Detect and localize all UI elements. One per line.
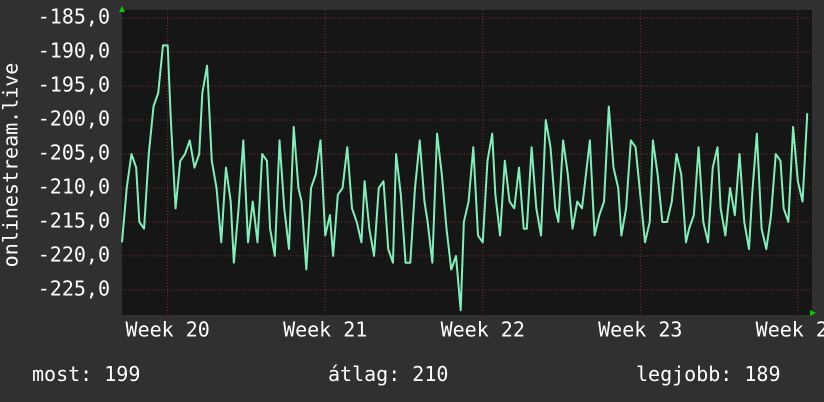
legend-entry: legjobb: 189 bbox=[636, 362, 781, 386]
x-tick-label: Week 20 bbox=[126, 318, 210, 342]
y-tick-label: -215,0 bbox=[38, 208, 110, 232]
legend-label: most: bbox=[32, 362, 92, 386]
x-tick-label: Week 24 bbox=[756, 318, 824, 342]
legend-entry: most: 199 bbox=[32, 362, 140, 386]
legend-value: 189 bbox=[744, 362, 780, 386]
x-arrow bbox=[810, 310, 816, 316]
y-axis-label: onlinestream.live bbox=[0, 63, 23, 268]
y-tick-label: -205,0 bbox=[38, 141, 110, 165]
data-line bbox=[121, 44, 809, 312]
x-tick-label: Week 22 bbox=[441, 318, 525, 342]
legend-label: átlag: bbox=[328, 362, 400, 386]
legend-value: 199 bbox=[104, 362, 140, 386]
y-tick-label: -210,0 bbox=[38, 174, 110, 198]
y-tick-label: -200,0 bbox=[38, 107, 110, 131]
y-tick-label: -220,0 bbox=[38, 242, 110, 266]
y-tick-label: -225,0 bbox=[38, 276, 110, 300]
plot-area bbox=[122, 10, 812, 315]
y-arrow bbox=[119, 6, 125, 12]
plot bbox=[121, 44, 809, 312]
x-tick-label: Week 23 bbox=[598, 318, 682, 342]
legend-label: legjobb: bbox=[636, 362, 732, 386]
legend-entry: átlag: 210 bbox=[328, 362, 448, 386]
x-tick-label: Week 21 bbox=[283, 318, 367, 342]
legend: most: 199 átlag: 210 legjobb: 189 bbox=[32, 362, 781, 386]
y-tick-label: -195,0 bbox=[38, 73, 110, 97]
legend-value: 210 bbox=[412, 362, 448, 386]
grid bbox=[122, 10, 812, 315]
y-tick-label: -185,0 bbox=[38, 5, 110, 29]
y-tick-label: -190,0 bbox=[38, 39, 110, 63]
